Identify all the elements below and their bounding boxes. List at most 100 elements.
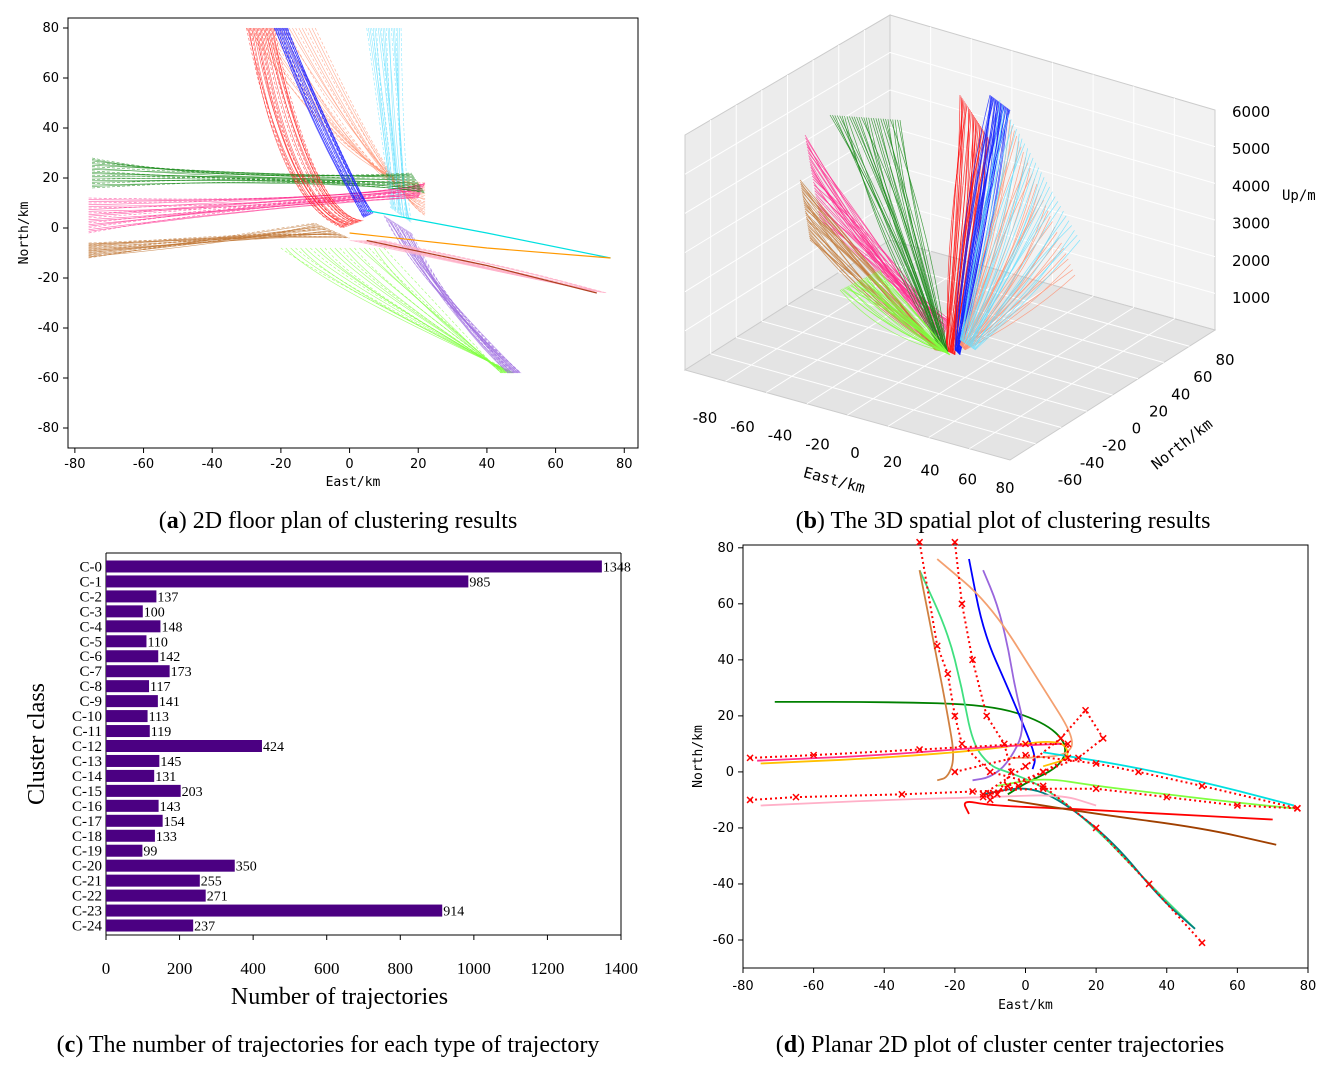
category-label-c: C-12 — [72, 739, 102, 755]
trajectory-line-a — [88, 188, 423, 212]
trajectory-line-b — [870, 274, 950, 355]
category-label-c: C-11 — [73, 724, 102, 740]
trajectory-line-b — [878, 270, 951, 356]
bar-value-label-c: 141 — [159, 695, 180, 710]
bar-c — [106, 844, 143, 857]
trajectory-line-b — [968, 186, 1050, 347]
bar-value-label-c: 145 — [160, 755, 181, 770]
y-axis-label-d: North/km — [691, 725, 706, 788]
x-tick-label-c: 0 — [102, 959, 111, 978]
trajectory-line-a — [400, 226, 513, 374]
trajectory-line-a — [88, 184, 425, 204]
trajectory-line-b — [963, 133, 1020, 343]
x-tick-label-c: 600 — [314, 959, 340, 978]
trajectory-line-a — [92, 177, 422, 188]
x-axis-label-a: East/km — [326, 475, 381, 490]
trajectory-line-a — [88, 189, 422, 215]
trajectory-line-b — [955, 98, 995, 352]
trajectory-line-b — [879, 269, 951, 356]
trajectory-line-a — [88, 224, 319, 257]
grid-line-b — [684, 52, 891, 175]
marker-x-d — [746, 796, 754, 804]
y-tick-label-d: 20 — [717, 709, 734, 724]
trajectory-line-b — [871, 273, 950, 355]
bar-value-label-c: 173 — [171, 665, 192, 680]
marker-x-d — [810, 751, 818, 759]
trajectory-line-a — [282, 27, 371, 215]
y-tick-label-d: 60 — [717, 597, 734, 612]
trajectory-line-b — [952, 132, 986, 355]
center-trajectory-dashed-d — [750, 742, 1069, 799]
marker-x-d — [986, 768, 994, 776]
trajectory-line-b — [894, 119, 948, 352]
trajectory-bundle-a — [88, 182, 426, 234]
marker-x-d — [1092, 759, 1100, 768]
trajectory-bundle-a — [88, 222, 350, 259]
grid-line-b — [889, 52, 1216, 148]
trajectory-line-a — [285, 27, 373, 214]
bar-c — [106, 769, 155, 782]
center-trajectory-d — [1007, 799, 1277, 846]
trajectory-line-a — [258, 27, 352, 226]
category-label-c: C-14 — [72, 769, 103, 785]
x-axis-label-c: Number of trajectories — [231, 984, 448, 1010]
trajectory-line-b — [875, 271, 950, 355]
x-tick-label-d: 40 — [1158, 979, 1175, 994]
trajectory-line-a — [88, 182, 426, 200]
z-tick-label-b: 4000 — [1232, 177, 1270, 195]
bar-value-label-c: 137 — [157, 590, 178, 605]
center-trajectory-dashed-d — [953, 542, 1013, 801]
x-tick-label-d: -40 — [874, 979, 895, 994]
x-tick-label-a: -80 — [64, 457, 85, 472]
caption-d: (d) Planar 2D plot of cluster center tra… — [776, 1032, 1225, 1058]
trajectory-line-a — [292, 27, 426, 205]
trajectory-line-b — [972, 215, 1067, 349]
trajectory-line-a — [248, 27, 345, 228]
category-label-c: C-20 — [72, 859, 102, 875]
trajectory-line-a — [380, 240, 606, 294]
bar-c — [106, 919, 194, 932]
bar-c — [106, 695, 158, 708]
grid-line-b — [889, 89, 1216, 184]
marker-x-d — [1039, 785, 1047, 793]
grid-line-b — [684, 89, 891, 214]
bar-c — [106, 665, 170, 678]
trajectory-line-b — [966, 162, 1037, 345]
y-axis-label-a: North/km — [17, 202, 32, 265]
trajectory-line-a — [315, 247, 510, 374]
trajectory-line-a — [269, 27, 361, 222]
trajectory-line-a — [272, 27, 363, 222]
trajectory-line-b — [964, 143, 1026, 344]
category-label-c: C-1 — [80, 574, 103, 590]
trajectory-line-b — [946, 104, 967, 352]
trajectory-line-a — [273, 27, 364, 221]
trajectory-line-a — [366, 239, 597, 294]
y-tick-label-a: -20 — [38, 271, 59, 286]
trajectory-line-b — [846, 116, 943, 351]
trajectory-line-a — [285, 247, 514, 374]
y-tick-label-d: -20 — [713, 821, 734, 836]
y-tick-label-a: 80 — [42, 21, 59, 36]
panel-c-bar-chart: 1348 C-0 985 C-1 137 C-2 100 C-3 148 C-4 110 C-5 142… — [24, 552, 638, 1010]
trajectory-line-b — [890, 119, 948, 352]
bar-value-label-c: 100 — [144, 605, 165, 620]
trajectory-line-a — [251, 27, 347, 227]
marker-x-d — [986, 796, 994, 804]
trajectory-line-b — [856, 116, 944, 351]
trajectory-line-b — [962, 128, 1017, 343]
trajectory-line-a — [88, 191, 421, 220]
x-tick-label-a: 60 — [547, 457, 564, 472]
trajectory-line-b — [834, 115, 941, 351]
bar-value-label-c: 99 — [143, 845, 157, 860]
trajectory-line-b — [854, 282, 948, 354]
y-tick-label-d: 40 — [717, 653, 734, 668]
trajectory-line-a — [88, 196, 419, 232]
marker-x-d — [951, 712, 959, 720]
x-tick-label-b: 40 — [920, 462, 939, 480]
marker-x-d — [979, 793, 987, 801]
caption-c: (c) The number of trajectories for each … — [57, 1032, 600, 1058]
trajectory-line-b — [973, 230, 1075, 350]
trajectory-bundle-a — [273, 27, 374, 219]
bar-value-label-c: 119 — [151, 725, 171, 740]
trajectory-line-a — [92, 175, 420, 186]
